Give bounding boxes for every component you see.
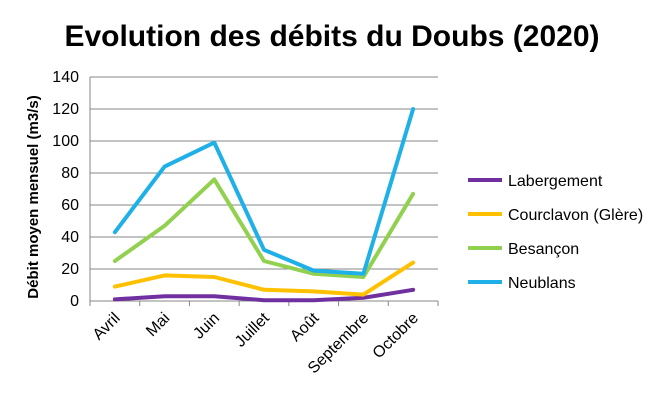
y-tick-label: 0 bbox=[70, 293, 79, 310]
x-tick-label: Juin bbox=[190, 310, 223, 343]
legend-label: Courclavon (Glère) bbox=[508, 207, 643, 224]
series-line-neublans bbox=[112, 107, 416, 276]
y-tick-labels: 0 20 40 60 80 100 120 140 bbox=[52, 69, 79, 310]
series-line-labergement bbox=[112, 287, 416, 303]
legend-label: Besançon bbox=[508, 241, 579, 258]
x-tick-label: Mai bbox=[143, 310, 173, 340]
axes bbox=[89, 77, 439, 306]
legend-label: Neublans bbox=[508, 275, 576, 292]
x-tick-label: Avril bbox=[90, 310, 124, 344]
y-tick-label: 100 bbox=[52, 133, 79, 150]
series-lines bbox=[112, 107, 416, 303]
y-tick-label: 40 bbox=[61, 229, 79, 246]
y-tick-label: 120 bbox=[52, 101, 79, 118]
legend: Labergement Courclavon (Glère) Besançon Neu… bbox=[468, 173, 643, 292]
series-line-besan-on bbox=[112, 177, 416, 279]
chart-title: Evolution des débits du Doubs (2020) bbox=[64, 20, 599, 53]
y-axis-label: Débit moyen mensuel (m3/s) bbox=[25, 95, 42, 298]
y-tick-label: 20 bbox=[61, 261, 79, 278]
y-tick-label: 140 bbox=[52, 69, 79, 86]
x-tick-label: Août bbox=[287, 309, 323, 345]
series-line-courclavon-gl-re bbox=[112, 260, 416, 297]
y-tick-label: 80 bbox=[61, 165, 79, 182]
x-tick-label: Juillet bbox=[232, 309, 273, 350]
legend-label: Labergement bbox=[508, 173, 603, 190]
x-tick-label: Octobre bbox=[370, 310, 422, 362]
y-tick-label: 60 bbox=[61, 197, 79, 214]
